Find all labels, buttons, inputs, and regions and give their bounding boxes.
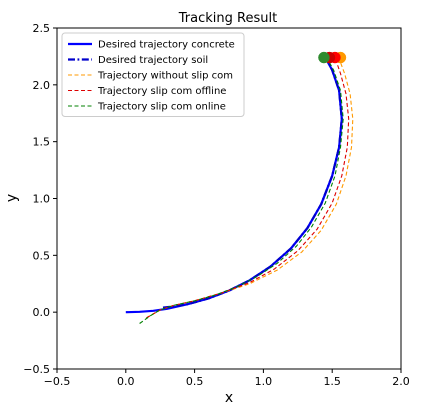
y-tick-label: 1.5: [33, 136, 51, 149]
x-tick-label: 0.5: [186, 375, 204, 388]
y-tick-label: 1.0: [33, 193, 51, 206]
x-tick-label: 0.0: [117, 375, 135, 388]
legend-label-3: Trajectory without slip com: [97, 71, 233, 82]
x-tick-label: 1.0: [255, 375, 273, 388]
end-marker-4: [318, 51, 330, 64]
series-line-2: [162, 57, 343, 309]
y-axis-label: y: [4, 194, 20, 202]
axes: −0.5 0.0 0.5 1.0 1.5 2.0 −0.5 0.0 0.5 1.0 1.5 2.0 2.…: [23, 22, 409, 388]
plot-area: [125, 51, 354, 324]
y-tick-label: −0.5: [23, 363, 50, 376]
y-tick-label: 2.0: [33, 79, 51, 92]
legend-label-2: Desired trajectory soil: [98, 55, 208, 66]
legend-box: [61, 32, 245, 117]
legend-label-4: Trajectory slip com offline: [97, 86, 226, 97]
x-axis-label: x: [225, 390, 233, 405]
series-line-4: [146, 57, 350, 319]
x-tick-label: 1.5: [323, 375, 341, 388]
legend-label-5: Trajectory slip com online: [97, 102, 226, 113]
y-tick-label: 0.0: [33, 306, 51, 319]
chart-title: Tracking Result: [178, 11, 277, 26]
x-tick-label: 2.0: [392, 375, 410, 388]
legend: Desired trajectory concrete Desired traje…: [61, 32, 245, 117]
x-tick-label: −0.5: [44, 375, 71, 388]
legend-label-1: Desired trajectory concrete: [98, 40, 235, 51]
series-line-5: [139, 57, 344, 324]
y-tick-label: 2.5: [33, 22, 51, 35]
y-tick-label: 0.5: [33, 249, 51, 262]
